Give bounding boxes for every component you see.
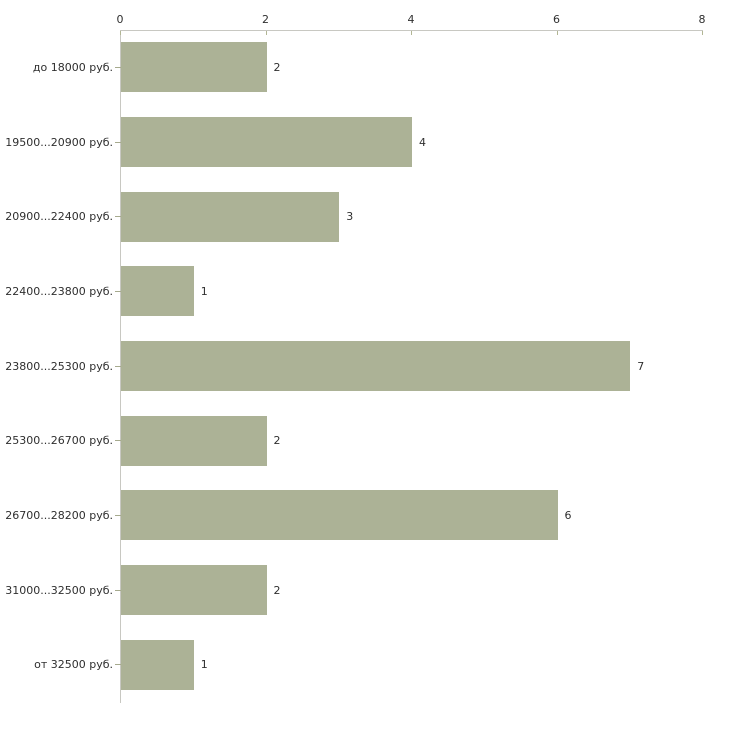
bar-area: 1: [121, 639, 703, 690]
bar-area: 2: [121, 565, 703, 616]
bar-row: 22400...23800 руб. 1: [0, 254, 730, 329]
value-label: 4: [419, 135, 426, 149]
bar-row: 25300...26700 руб. 2: [0, 403, 730, 478]
category-label: 22400...23800 руб.: [0, 285, 121, 298]
category-label: 20900...22400 руб.: [0, 210, 121, 223]
category-label: от 32500 руб.: [0, 658, 121, 671]
category-label-text: 22400...23800 руб.: [5, 284, 113, 298]
x-axis-tick: [556, 31, 558, 35]
category-label-text: 19500...20900 руб.: [5, 135, 113, 149]
bar-row: от 32500 руб. 1: [0, 627, 730, 702]
value-label: 1: [200, 658, 208, 672]
bar-row: 20900...22400 руб. 3: [0, 179, 730, 254]
bar: [121, 639, 194, 690]
bar: [121, 42, 267, 93]
x-axis-tick-label: 2: [262, 13, 269, 26]
value-label: 3: [346, 210, 354, 224]
value-label: 6: [564, 508, 572, 522]
category-tick: [115, 589, 121, 591]
bar: [121, 191, 340, 242]
bar-area: 6: [121, 490, 703, 541]
bar: [121, 341, 631, 392]
category-label: 31000...32500 руб.: [0, 584, 121, 597]
bar-area: 4: [121, 117, 703, 167]
x-axis-tick: [265, 31, 267, 35]
plot-area: до 18000 руб. 2 19500...20900 руб. 4 209…: [0, 30, 730, 702]
bar: [121, 490, 558, 541]
bar-row: 31000...32500 руб. 2: [0, 553, 730, 628]
bar-row: до 18000 руб. 2: [0, 30, 730, 105]
category-label: 25300...26700 руб.: [0, 434, 121, 447]
category-tick: [115, 664, 121, 666]
x-axis-tick: [702, 31, 703, 35]
category-label-text: до 18000 руб.: [32, 60, 113, 74]
category-label-text: 20900...22400 руб.: [5, 210, 113, 224]
bar-area: 3: [121, 191, 703, 242]
category-label: до 18000 руб.: [0, 61, 121, 74]
x-axis-tick-label: 8: [698, 13, 706, 26]
bar: [121, 117, 412, 167]
bar: [121, 415, 267, 466]
x-axis-line: [120, 30, 703, 31]
x-axis-tick-label: 4: [407, 13, 415, 26]
category-tick: [115, 514, 121, 516]
category-label-text: 23800...25300 руб.: [5, 359, 113, 373]
category-label-text: 25300...26700 руб.: [5, 434, 113, 448]
bar-area: 2: [121, 415, 703, 466]
category-tick: [115, 290, 121, 292]
category-tick: [115, 365, 121, 367]
bar: [121, 565, 267, 616]
x-axis-tick-label: 6: [553, 13, 560, 26]
value-label: 2: [273, 434, 281, 448]
value-label: 2: [273, 583, 281, 597]
category-tick: [115, 141, 121, 143]
bar-row: 19500...20900 руб. 4: [0, 105, 730, 180]
x-axis-tick-label: 0: [116, 13, 124, 26]
category-tick: [115, 216, 121, 218]
bar-area: 2: [121, 42, 703, 93]
value-label: 7: [637, 359, 645, 373]
category-tick: [115, 440, 121, 442]
value-label: 1: [200, 284, 208, 298]
value-label: 2: [273, 60, 281, 74]
category-label: 19500...20900 руб.: [0, 136, 121, 149]
category-label: 26700...28200 руб.: [0, 509, 121, 522]
category-label-text: 26700...28200 руб.: [5, 508, 113, 522]
bar-row: 23800...25300 руб. 7: [0, 329, 730, 404]
bar-area: 7: [121, 341, 703, 392]
bar-row: 26700...28200 руб. 6: [0, 478, 730, 553]
category-label-text: 31000...32500 руб.: [5, 583, 113, 597]
bar-area: 1: [121, 266, 703, 317]
category-label: 23800...25300 руб.: [0, 360, 121, 373]
bar: [121, 266, 194, 317]
x-axis-tick: [120, 31, 121, 35]
category-tick: [115, 66, 121, 68]
x-axis-tick: [411, 31, 412, 35]
category-label-text: от 32500 руб.: [34, 658, 113, 672]
